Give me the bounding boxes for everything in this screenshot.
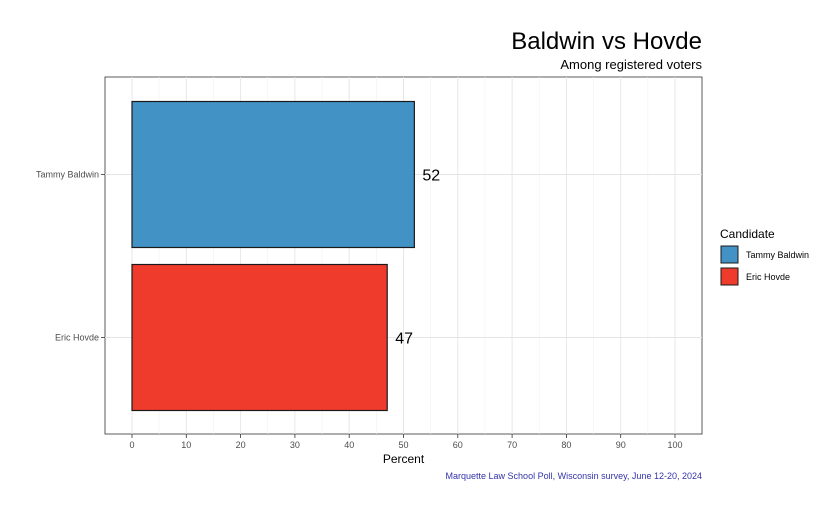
y-tick-label: Tammy Baldwin [36, 170, 99, 180]
legend-key [720, 245, 739, 264]
legend-key [720, 267, 739, 286]
caption: Marquette Law School Poll, Wisconsin sur… [446, 471, 702, 481]
value-label: 52 [422, 168, 440, 185]
x-tick-label: 100 [667, 440, 682, 450]
x-tick-label: 80 [561, 440, 571, 450]
x-axis-title: Percent [383, 452, 425, 466]
x-tick-label: 60 [453, 440, 463, 450]
value-label: 47 [395, 331, 413, 348]
bar-tammy-baldwin [131, 100, 415, 249]
x-tick-label: 70 [507, 440, 517, 450]
x-tick-label: 30 [290, 440, 300, 450]
x-tick-label: 40 [344, 440, 354, 450]
x-tick-label: 50 [398, 440, 408, 450]
x-tick-label: 0 [129, 440, 134, 450]
legend-label: Eric Hovde [746, 272, 790, 282]
legend: Candidate Tammy Baldwin Eric Hovde [720, 227, 809, 286]
bar-eric-hovde [131, 263, 388, 412]
x-tick-label: 90 [616, 440, 626, 450]
chart-title: Baldwin vs Hovde [511, 28, 702, 55]
legend-title: Candidate [720, 227, 775, 241]
y-tick-label: Eric Hovde [55, 333, 99, 343]
chart-subtitle: Among registered voters [560, 57, 702, 72]
legend-label: Tammy Baldwin [746, 250, 809, 260]
x-tick-label: 20 [236, 440, 246, 450]
x-tick-label: 10 [181, 440, 191, 450]
